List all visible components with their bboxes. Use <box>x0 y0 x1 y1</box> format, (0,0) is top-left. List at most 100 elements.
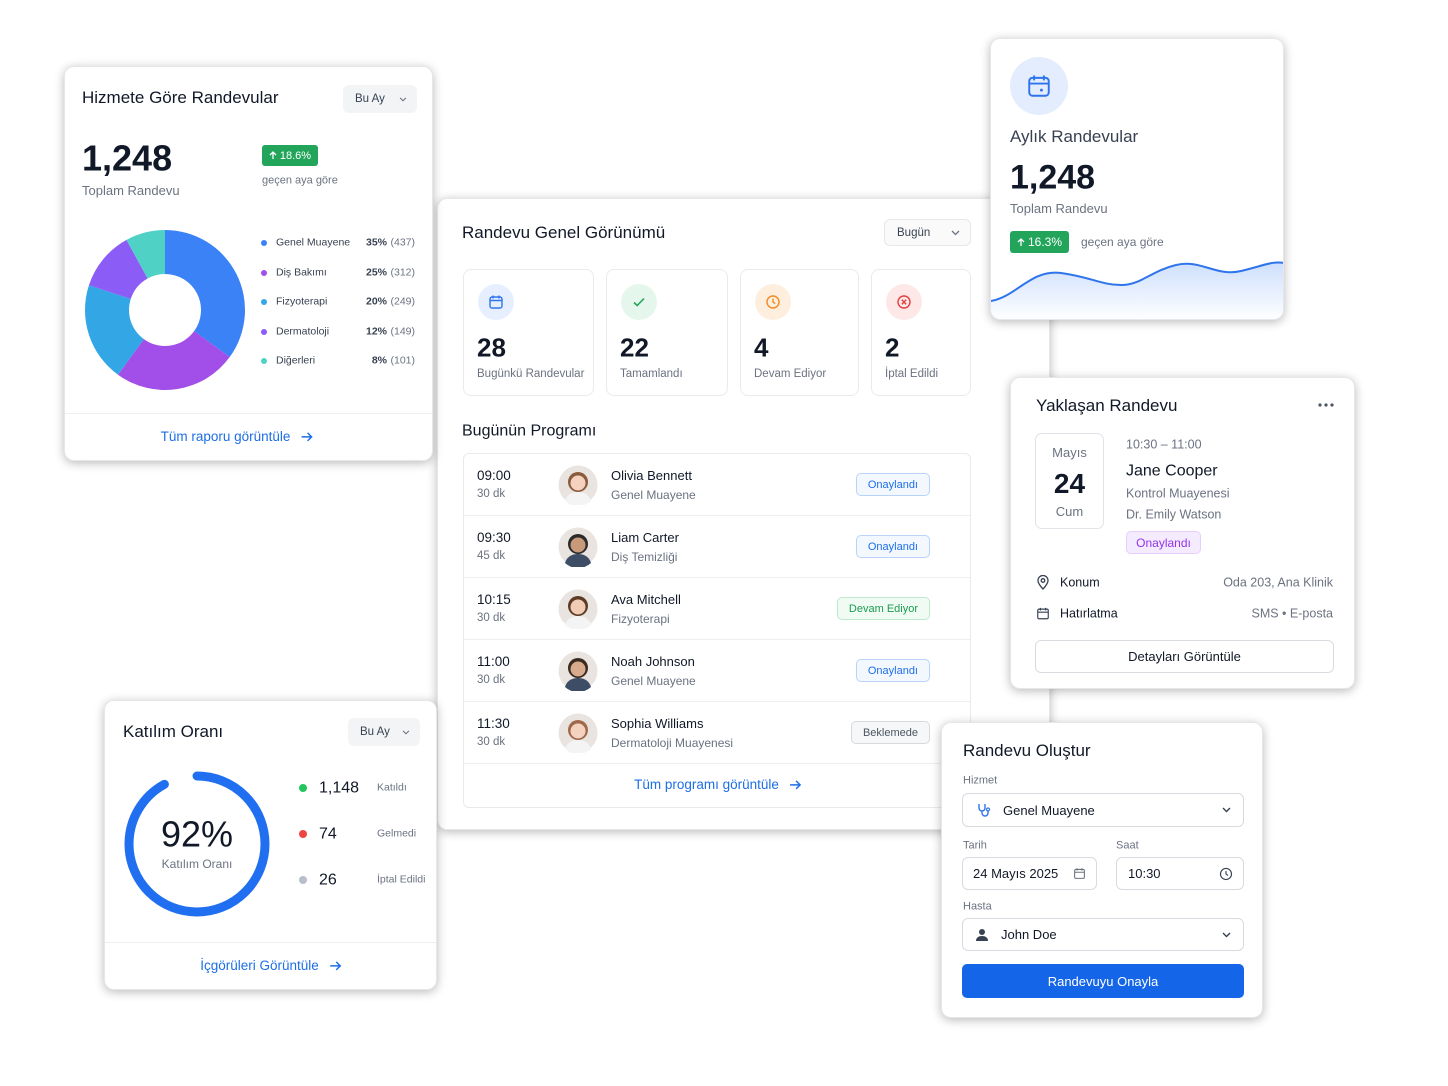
date-label: Tarih <box>963 839 987 852</box>
schedule-row: 11:00 30 dk Noah Johnson Genel Muayene Onayl… <box>464 640 970 702</box>
avatar-body <box>565 616 591 629</box>
row-service: Genel Muayene <box>611 673 696 688</box>
avatar <box>558 651 598 691</box>
breakdown-value: 1,148 <box>319 779 360 797</box>
submit-button[interactable]: Randevuyu Onayla <box>962 964 1244 998</box>
service-title: Hizmete Göre Randevular <box>82 87 279 107</box>
time-input[interactable]: 10:30 <box>1116 857 1244 890</box>
legend-percent: 8% <box>371 354 387 367</box>
form-title: Randevu Oluştur <box>963 740 1091 760</box>
legend-dot <box>261 269 267 276</box>
upcoming-service: Kontrol Muayenesi <box>1126 486 1230 501</box>
row-status: Beklemede <box>850 721 930 744</box>
change-badge: 16.3% <box>1010 231 1069 253</box>
schedule-row: 09:00 30 dk Olivia Bennett Genel Muayene Ona… <box>464 454 970 516</box>
schedule-row: 10:15 30 dk Ava Mitchell Fizyoterapi Devam E… <box>464 578 970 640</box>
legend-name: Dermatoloji <box>276 325 330 338</box>
insights-link[interactable]: İçgörüleri Görüntüle <box>200 958 342 974</box>
legend-name: Genel Muayene <box>276 236 351 249</box>
overview-filter[interactable]: Bugün <box>884 219 971 246</box>
stat-label: İptal Edildi <box>885 368 939 381</box>
legend-percent: 12% <box>365 325 387 338</box>
input-text: 24 Mayıs 2025 <box>973 866 1059 881</box>
attendance-filter[interactable]: Bu Ay <box>348 718 420 746</box>
schedule-link[interactable]: Tüm programı görüntüle <box>634 777 802 793</box>
row-time: 09:00 <box>477 467 511 483</box>
stat-label: Tamamlandı <box>620 368 683 381</box>
attendance-card: Katılım Oranı Bu Ay 92% Katılım Oranı 1,… <box>104 700 437 990</box>
row-time: 11:00 <box>477 653 510 669</box>
legend-percent: 35% <box>365 236 387 249</box>
row-time: 09:30 <box>477 529 511 545</box>
row-name: Noah Johnson <box>611 654 695 670</box>
row-status: Onaylandı <box>855 473 930 496</box>
service-total: 1,248 <box>82 137 173 179</box>
breakdown-dot <box>299 876 307 884</box>
overview-card: Randevu Genel Görünümü Bugün 28 Bugünkü … <box>437 198 1050 830</box>
breakdown-label: Gelmedi <box>377 827 417 840</box>
filter-text: Bu Ay <box>360 726 390 738</box>
schedule-table: Tüm programı görüntüle 09:00 30 dk Olivia … <box>463 453 971 808</box>
location-icon <box>1037 575 1049 590</box>
service-filter[interactable]: Bu Ay <box>343 85 417 113</box>
row-service: Fizyoterapi <box>611 611 670 626</box>
report-link[interactable]: Tüm raporu görüntüle <box>161 429 314 445</box>
avatar-face <box>570 599 586 615</box>
donut-segment <box>126 230 165 279</box>
change-label: geçen aya göre <box>1081 234 1164 249</box>
row-duration: 30 dk <box>477 736 506 749</box>
stat-value: 22 <box>620 332 649 363</box>
date-day: 24 <box>1053 468 1086 500</box>
avatar-body <box>565 678 591 691</box>
breakdown-label: İptal Edildi <box>377 873 426 886</box>
sparkline <box>991 261 1283 319</box>
more-menu[interactable] <box>1317 402 1335 408</box>
row-name: Liam Carter <box>611 530 679 546</box>
overview-title: Randevu Genel Görünümü <box>462 222 666 242</box>
link-text: Tüm programı görüntüle <box>634 776 779 792</box>
stat-card: 4 Devam Ediyor <box>740 269 859 396</box>
location-value: Oda 203, Ana Klinik <box>1223 575 1333 590</box>
service-select[interactable]: Genel Muayene <box>962 793 1244 827</box>
change-text: 16.3% <box>1027 235 1063 249</box>
date-input[interactable]: 24 Mayıs 2025 <box>962 857 1097 890</box>
stat-label: Devam Ediyor <box>754 368 827 381</box>
schedule-title: Bugünün Programı <box>462 422 597 440</box>
patient-select[interactable]: John Doe <box>962 918 1244 951</box>
upcoming-time: 10:30 – 11:00 <box>1126 437 1202 452</box>
donut-segment <box>165 230 245 358</box>
gauge-value: 92% <box>160 813 234 855</box>
legend-dot <box>261 328 267 335</box>
row-duration: 30 dk <box>477 488 506 501</box>
row-service: Genel Muayene <box>611 487 696 502</box>
row-service: Dermatoloji Muayenesi <box>611 735 734 750</box>
stat-card: 22 Tamamlandı <box>606 269 728 396</box>
legend-percent: 25% <box>365 266 387 279</box>
row-name: Sophia Williams <box>611 716 704 732</box>
row-duration: 30 dk <box>477 612 506 625</box>
stat-value: 28 <box>477 332 506 363</box>
legend-dot <box>261 299 267 305</box>
row-status: Onaylandı <box>855 659 930 682</box>
reminder-icon <box>1037 607 1049 620</box>
filter-text: Bugün <box>897 226 931 239</box>
breakdown-value: 74 <box>319 825 337 843</box>
breakdown-dot <box>299 784 307 792</box>
filter-text: Bu Ay <box>355 93 385 105</box>
avatar-face <box>570 537 586 553</box>
monthly-total-label: Toplam Randevu <box>1010 201 1108 217</box>
row-service: Diş Temizliği <box>611 549 678 564</box>
date-weekday: Cum <box>1055 504 1084 520</box>
reminder-value: SMS • E-posta <box>1251 606 1334 621</box>
select-text: Genel Muayene <box>1003 802 1095 818</box>
row-time: 10:15 <box>477 591 511 607</box>
avatar-face <box>570 661 586 677</box>
gauge-arc <box>124 771 270 917</box>
legend-dot <box>261 358 267 364</box>
form-card: Randevu Oluştur Hizmet Genel Muayene Tar… <box>941 722 1263 1018</box>
service-card: Hizmete Göre Randevular Bu Ay 1,248 Topl… <box>64 66 433 461</box>
schedule-row: 11:30 30 dk Sophia Williams Dermatoloji Mua… <box>464 702 970 764</box>
avatar <box>558 589 598 629</box>
details-button[interactable]: Detayları Görüntüle <box>1035 640 1334 673</box>
